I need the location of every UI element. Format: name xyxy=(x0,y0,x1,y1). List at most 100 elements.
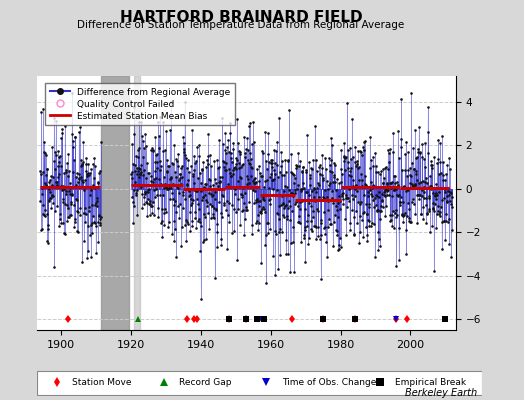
Point xyxy=(393,179,401,185)
Point xyxy=(330,174,338,180)
Point xyxy=(128,169,137,176)
Point xyxy=(421,179,429,185)
Point xyxy=(130,131,138,137)
Point xyxy=(278,158,286,165)
Point xyxy=(236,222,244,228)
Point xyxy=(144,170,152,176)
Point xyxy=(369,154,377,160)
Point xyxy=(203,202,212,209)
Point xyxy=(57,135,66,141)
Point xyxy=(154,214,162,221)
Point xyxy=(416,180,424,186)
Point xyxy=(385,159,393,165)
Point xyxy=(171,168,179,175)
Point xyxy=(127,175,136,182)
Point xyxy=(233,156,241,163)
Point xyxy=(424,195,433,202)
Point xyxy=(286,217,294,223)
Point xyxy=(380,189,388,196)
Point xyxy=(173,183,181,190)
Point xyxy=(443,199,451,206)
Point xyxy=(181,217,190,223)
Point xyxy=(51,148,59,155)
Point xyxy=(408,198,416,205)
Point xyxy=(291,175,299,181)
Point xyxy=(409,166,418,172)
Point xyxy=(212,180,220,186)
Point xyxy=(390,186,398,193)
Point xyxy=(52,202,61,209)
Point xyxy=(447,194,456,200)
Point xyxy=(243,172,251,179)
Point xyxy=(435,213,444,220)
Point xyxy=(58,187,67,194)
Point xyxy=(69,144,77,150)
Point xyxy=(217,210,225,216)
Point xyxy=(379,166,387,172)
Point xyxy=(69,138,77,144)
Point xyxy=(85,208,93,215)
Point xyxy=(359,210,367,216)
Point xyxy=(361,138,369,144)
Point xyxy=(130,104,139,110)
Point xyxy=(185,192,193,199)
Point xyxy=(76,212,84,218)
Point xyxy=(379,180,388,186)
Point xyxy=(385,192,393,198)
Point xyxy=(334,246,343,252)
Point xyxy=(325,221,334,228)
Point xyxy=(192,225,200,232)
Point xyxy=(84,160,92,167)
Point xyxy=(222,150,231,156)
Point xyxy=(159,184,168,191)
Point xyxy=(445,240,453,247)
Point xyxy=(422,180,431,186)
Point xyxy=(314,233,323,239)
Point xyxy=(247,173,255,179)
Point xyxy=(84,223,92,229)
Point xyxy=(391,186,400,192)
Point xyxy=(154,119,162,125)
Point xyxy=(215,174,224,180)
Point xyxy=(231,185,239,192)
Point xyxy=(41,213,50,219)
Point xyxy=(288,190,296,196)
Point xyxy=(182,237,190,244)
Point xyxy=(348,116,356,123)
Point xyxy=(392,262,400,269)
Point xyxy=(205,201,214,208)
Point xyxy=(316,276,325,282)
Point xyxy=(135,119,144,126)
Point xyxy=(447,190,455,196)
Point xyxy=(237,191,245,198)
Point xyxy=(238,194,246,200)
Point xyxy=(198,166,206,172)
Point xyxy=(343,204,351,210)
Point xyxy=(218,115,226,121)
Point xyxy=(87,222,95,228)
Point xyxy=(438,218,446,225)
Point xyxy=(73,228,81,234)
Point xyxy=(371,254,379,260)
Point xyxy=(428,164,436,171)
Point xyxy=(298,186,307,192)
Point xyxy=(390,173,399,180)
Point xyxy=(440,236,449,243)
Point xyxy=(374,207,382,213)
Point xyxy=(258,206,267,212)
Point xyxy=(53,182,61,188)
Point xyxy=(413,220,422,226)
Point xyxy=(223,144,231,151)
FancyBboxPatch shape xyxy=(37,370,482,396)
Point xyxy=(275,202,283,209)
Point xyxy=(158,234,166,240)
Point xyxy=(165,183,173,189)
Point xyxy=(183,182,192,188)
Point xyxy=(425,193,433,199)
Point xyxy=(342,192,351,198)
Point xyxy=(288,171,297,178)
Point xyxy=(170,217,179,224)
Point xyxy=(309,186,318,192)
Point xyxy=(40,212,48,218)
Point xyxy=(85,172,94,178)
